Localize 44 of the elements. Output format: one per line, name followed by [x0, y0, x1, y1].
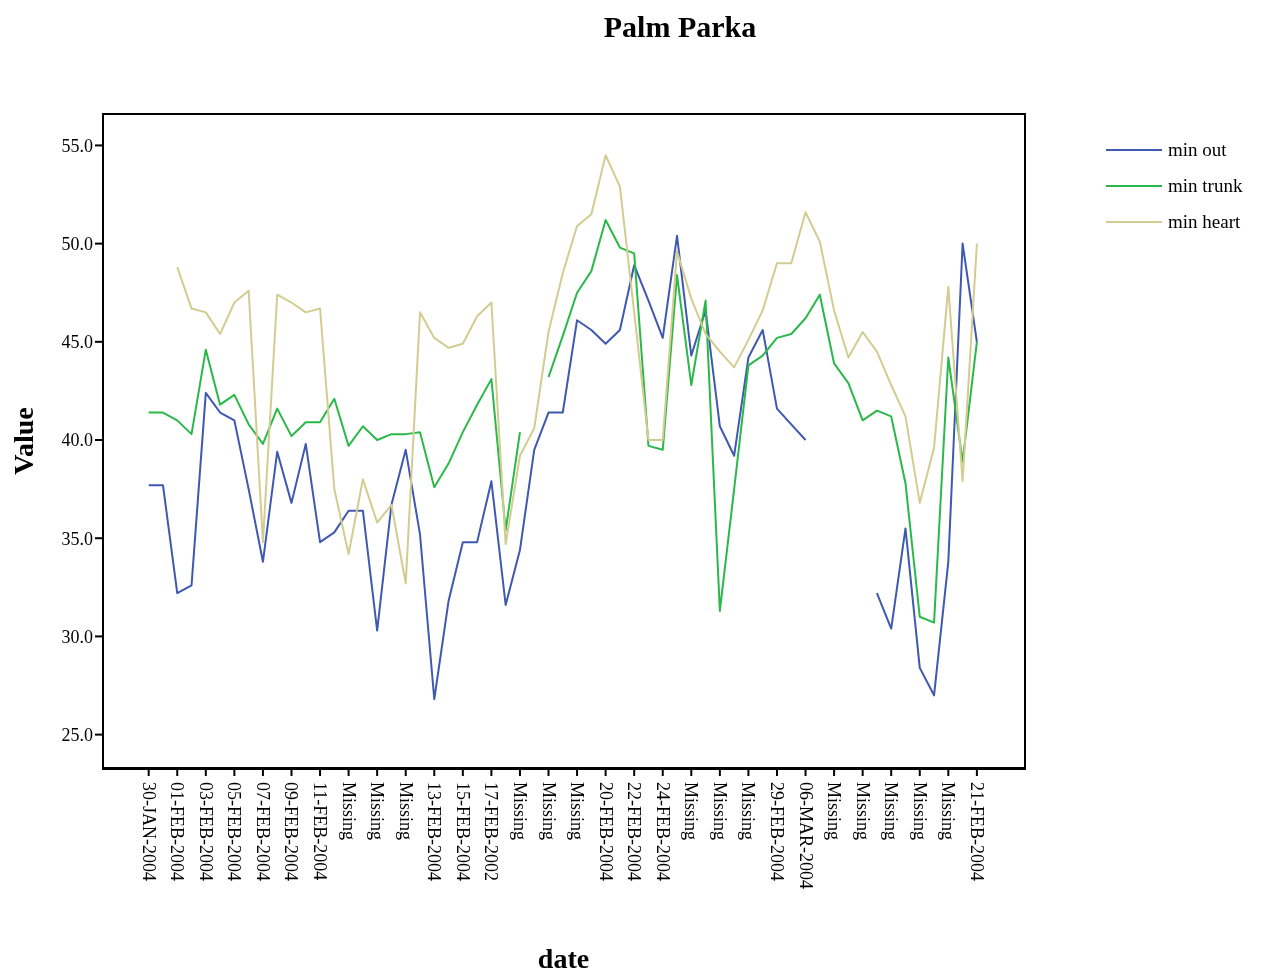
line-series	[176, 154, 978, 585]
y-tick-label: 25.0	[61, 725, 93, 745]
y-tick-label: 50.0	[61, 234, 93, 255]
y-tick-label: 45.0	[61, 332, 93, 353]
x-tick-label: 15-FEB-2004	[452, 782, 473, 881]
x-tick-label: Missing	[938, 782, 959, 841]
x-tick-label: 03-FEB-2004	[195, 782, 216, 881]
x-tick-label: 21-FEB-2004	[966, 782, 987, 881]
x-tick-label: 06-MAR-2004	[795, 782, 816, 889]
x-tick-label: Missing	[395, 782, 416, 841]
x-tick-label: 11-FEB-2004	[310, 782, 331, 881]
x-tick-label: 09-FEB-2004	[281, 782, 302, 881]
x-tick-label: Missing	[824, 782, 845, 841]
x-tick-label: Missing	[909, 782, 930, 841]
x-tick-label: 13-FEB-2004	[424, 782, 445, 881]
legend-label: min out	[1168, 139, 1227, 161]
x-tick-label: 17-FEB-2002	[481, 782, 502, 881]
legend-label: min heart	[1168, 211, 1241, 233]
x-tick-label: 20-FEB-2004	[595, 782, 616, 881]
x-tick-label: 05-FEB-2004	[224, 782, 245, 881]
y-tick-label: 35.0	[61, 528, 93, 549]
y-tick-label: 55.0	[61, 135, 93, 156]
x-tick-label: 22-FEB-2004	[624, 782, 645, 881]
y-tick-label: 30.0	[61, 626, 93, 647]
y-axis-title: Value	[7, 407, 39, 475]
legend-label: min trunk	[1168, 175, 1243, 197]
chart-title: Palm Parka	[602, 10, 758, 44]
x-tick-label: Missing	[338, 782, 359, 841]
x-tick-label: 29-FEB-2004	[766, 782, 787, 881]
x-tick-label: Missing	[567, 782, 588, 841]
x-tick-label: 07-FEB-2004	[252, 782, 273, 881]
y-tick-label: 40.0	[61, 430, 93, 451]
x-tick-label: Missing	[852, 782, 873, 841]
x-axis-title: date	[537, 943, 590, 974]
x-tick-label: Missing	[738, 782, 759, 841]
x-tick-label: 01-FEB-2004	[167, 782, 188, 881]
x-tick-label: 30-JAN-2004	[138, 782, 159, 881]
x-tick-label: 24-FEB-2004	[652, 782, 673, 881]
x-tick-label: Missing	[881, 782, 902, 841]
x-tick-label: Missing	[538, 782, 559, 841]
x-tick-label: Missing	[681, 782, 702, 841]
x-tick-label: Missing	[509, 782, 530, 841]
x-tick-label: Missing	[709, 782, 730, 841]
x-tick-label: Missing	[367, 782, 388, 841]
